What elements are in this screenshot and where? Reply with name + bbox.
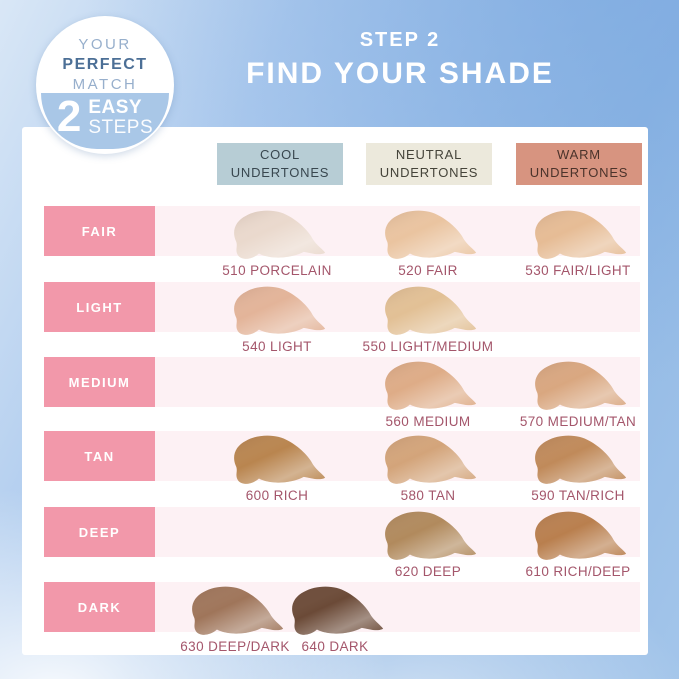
column-header-neutral: NEUTRAL UNDERTONES [366, 143, 492, 185]
shade-cell: 640 DARK [280, 584, 390, 658]
shade-label: 520 FAIR [398, 263, 458, 278]
foundation-smear-icon [385, 361, 477, 410]
step-label: STEP 2 [359, 29, 441, 51]
shade-label: 600 RICH [245, 488, 309, 503]
foundation-smear-icon [535, 511, 627, 560]
column-header-line: COOL [259, 147, 301, 163]
shade-label: 610 RICH/DEEP [525, 564, 631, 579]
badge-steps-words: EASY STEPS [88, 98, 153, 138]
column-header-line: NEUTRAL [395, 147, 463, 163]
badge-step-number: 2 [56, 92, 82, 141]
foundation-smear-icon [535, 435, 627, 484]
shade-label: 620 DEEP [394, 564, 462, 579]
badge-text: YOUR PERFECT MATCH [36, 16, 174, 95]
shade-label: 560 MEDIUM [385, 414, 471, 429]
foundation-smear-icon [234, 286, 326, 335]
row-label-light: LIGHT [44, 282, 155, 332]
shade-cell: 600 RICH [222, 433, 332, 507]
shade-label: 540 LIGHT [242, 339, 312, 354]
shade-label: 630 DEEP/DARK [180, 639, 290, 654]
foundation-smear-icon [385, 210, 477, 259]
shade-cell: 570 MEDIUM/TAN [519, 359, 637, 433]
shade-cell: 510 PORCELAIN [222, 208, 332, 282]
column-header-line: UNDERTONES [379, 165, 479, 180]
shade-cell: 550 LIGHT/MEDIUM [363, 284, 493, 358]
shade-label: 640 DARK [301, 639, 369, 654]
row-label-medium: MEDIUM [44, 357, 155, 407]
column-header-warm: WARM UNDERTONES [516, 143, 642, 185]
shade-cell: 610 RICH/DEEP [523, 509, 633, 583]
column-header-line: UNDERTONES [230, 165, 330, 180]
foundation-smear-icon [385, 286, 477, 335]
foundation-smear-icon [292, 586, 384, 635]
shade-label: 510 PORCELAIN [222, 263, 332, 278]
shade-cell: 540 LIGHT [222, 284, 332, 358]
foundation-smear-icon [192, 586, 284, 635]
foundation-smear-icon [385, 435, 477, 484]
column-header-cool: COOL UNDERTONES [217, 143, 343, 185]
badge-line-your: YOUR [78, 36, 132, 53]
foundation-smear-icon [535, 361, 627, 410]
foundation-smear-icon [535, 210, 627, 259]
shade-label: 530 FAIR/LIGHT [525, 263, 631, 278]
shade-cell: 520 FAIR [373, 208, 483, 282]
shade-label: 570 MEDIUM/TAN [519, 414, 637, 429]
shade-cell: 590 TAN/RICH [523, 433, 633, 507]
badge-line-perfect: PERFECT [62, 55, 148, 73]
column-header-line: UNDERTONES [529, 165, 629, 180]
shade-label: 590 TAN/RICH [531, 488, 625, 503]
column-header-line: WARM [557, 147, 601, 163]
shade-cell: 620 DEEP [373, 509, 483, 583]
row-label-tan: TAN [44, 431, 155, 481]
badge-word-steps: STEPS [88, 117, 154, 138]
shade-cell: 560 MEDIUM [373, 359, 483, 433]
badge-line-match: MATCH [72, 76, 138, 94]
row-label-deep: DEEP [44, 507, 155, 557]
shade-label: 580 TAN [400, 488, 456, 503]
foundation-smear-icon [385, 511, 477, 560]
shade-cell: 630 DEEP/DARK [180, 584, 290, 658]
header: STEP 2 FIND YOUR SHADE [150, 29, 650, 91]
shade-cell: 580 TAN [373, 433, 483, 507]
foundation-smear-icon [234, 435, 326, 484]
shade-cell: 530 FAIR/LIGHT [523, 208, 633, 282]
foundation-smear-icon [234, 210, 326, 259]
row-label-fair: FAIR [44, 206, 155, 256]
shade-label: 550 LIGHT/MEDIUM [362, 339, 494, 354]
badge-word-easy: EASY [88, 97, 143, 119]
page-title: FIND YOUR SHADE [246, 57, 554, 90]
row-label-dark: DARK [44, 582, 155, 632]
